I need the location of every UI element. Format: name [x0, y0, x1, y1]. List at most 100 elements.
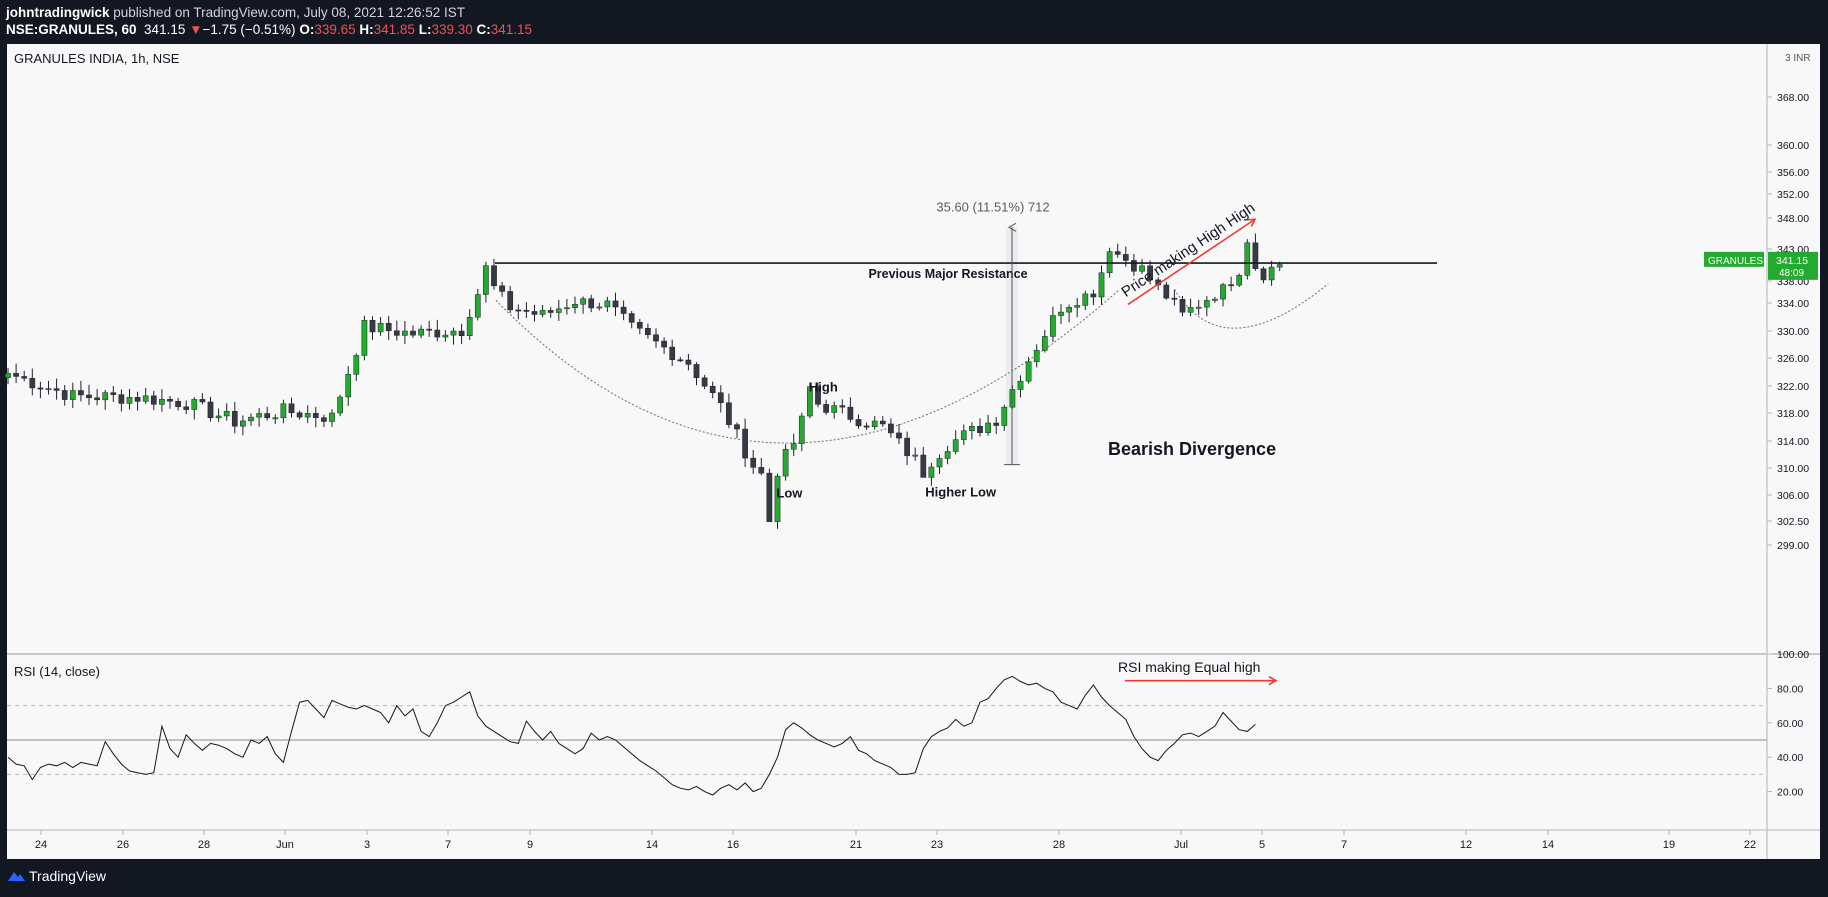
- price-tick-label: 318.00: [1777, 408, 1809, 420]
- symbol-label[interactable]: NSE:GRANULES, 60: [6, 22, 137, 37]
- price-tick-label: 360.00: [1777, 140, 1809, 152]
- candle-body: [1139, 265, 1145, 272]
- candle-body: [928, 466, 935, 478]
- candle-body: [839, 405, 846, 408]
- candle-body: [588, 298, 595, 309]
- candle-body: [969, 426, 975, 432]
- candle-body: [418, 328, 424, 336]
- bearish-divergence-label: Bearish Divergence: [1108, 439, 1276, 459]
- rounding-arc-small: [1173, 283, 1329, 329]
- candle-body: [888, 423, 894, 434]
- symbol-tag-text: GRANULES: [1708, 256, 1763, 267]
- candle-body: [466, 316, 473, 336]
- candle-body: [410, 330, 416, 336]
- time-tick-label: 28: [1053, 839, 1065, 851]
- candle-body: [677, 359, 684, 362]
- last-price: 341.15: [144, 22, 186, 37]
- candle-body: [1090, 293, 1097, 298]
- candle-body: [248, 416, 254, 422]
- candle-body: [126, 397, 133, 404]
- candle-body: [936, 458, 943, 468]
- candle-body: [167, 399, 173, 402]
- candle-body: [734, 424, 740, 430]
- time-tick-label: 3: [364, 839, 370, 851]
- candle-body: [1171, 297, 1178, 300]
- candle-body: [823, 404, 829, 413]
- price-trend-arrow: [1127, 218, 1257, 306]
- candle-body: [29, 377, 36, 389]
- candle-body: [442, 334, 449, 338]
- candle-body: [1001, 406, 1008, 426]
- rounding-arc-large: [495, 288, 1121, 444]
- tradingview-cloud-icon: [8, 872, 25, 881]
- candle-body: [102, 392, 109, 401]
- candle-body: [353, 355, 360, 375]
- higher-low-label: Higher Low: [925, 484, 997, 499]
- price-axis[interactable]: 368.00360.00356.00352.00348.00343.00338.…: [1767, 92, 1809, 552]
- time-tick-label: Jul: [1174, 839, 1188, 851]
- candle-body: [539, 310, 546, 315]
- time-tick-label: 28: [198, 839, 210, 851]
- candle-body: [636, 322, 643, 329]
- publish-text: published on TradingView.com, July 08, 2…: [113, 5, 466, 20]
- price-tag-value: 341.15: [1776, 255, 1808, 267]
- candle-body: [450, 330, 457, 336]
- candle-body: [993, 422, 1000, 426]
- close-label: C:: [476, 22, 491, 37]
- price-scale-label[interactable]: 3 INR: [1785, 53, 1811, 64]
- candle-body: [199, 399, 206, 403]
- candle-body: [1082, 293, 1089, 306]
- candle-body: [555, 308, 562, 313]
- candle-body: [896, 432, 902, 439]
- candle-body: [879, 420, 886, 425]
- high-value: 341.85: [373, 22, 415, 37]
- symbol-tag: [1704, 251, 1764, 267]
- candle-body: [1276, 264, 1283, 268]
- candle-body: [280, 403, 287, 418]
- candle-body: [1195, 306, 1202, 309]
- candle-body: [1220, 284, 1226, 300]
- candle-body: [847, 406, 854, 420]
- candle-body: [110, 392, 117, 395]
- price-tick-label: 302.50: [1777, 516, 1809, 528]
- candle-body: [871, 420, 878, 427]
- price-tick-label: 310.00: [1777, 463, 1809, 475]
- tradingview-logo[interactable]: TradingView: [6, 868, 106, 884]
- candle-body: [653, 334, 659, 342]
- candle-body: [1122, 254, 1129, 261]
- candle-body: [491, 265, 497, 287]
- candle-body: [377, 322, 384, 333]
- price-tick-label: 306.00: [1777, 490, 1809, 502]
- candle-body: [1260, 268, 1267, 281]
- candle-body: [717, 392, 724, 403]
- current-price-label[interactable]: GRANULES 341.15 48:09: [1704, 251, 1818, 280]
- rsi-axis[interactable]: 100.00 80.00 60.00 40.00 20.00: [1767, 649, 1809, 799]
- candle-body: [272, 417, 279, 420]
- candle-body: [863, 425, 870, 428]
- open-label: O:: [299, 22, 315, 37]
- chart-canvas[interactable]: GRANULES INDIA, 1h, NSE 3 INR 368.00360.…: [0, 44, 1828, 859]
- candle-body: [118, 394, 125, 404]
- candle-body: [1066, 307, 1072, 313]
- price-tag: [1768, 251, 1818, 280]
- candle-body: [620, 306, 627, 314]
- time-tick-label: 12: [1460, 839, 1472, 851]
- candle-body: [142, 395, 149, 402]
- candle-body: [53, 388, 60, 391]
- candle-body: [507, 291, 514, 311]
- candle-body: [134, 397, 141, 402]
- candle-body: [37, 387, 44, 390]
- low-label: Low: [776, 485, 803, 500]
- time-axis[interactable]: 24 26 28 Jun 3 7 9 14 16 21 23 28 Jul 5 7 12 14 19 22: [35, 830, 1756, 851]
- candle-body: [434, 329, 441, 338]
- candle-body: [264, 413, 271, 419]
- resistance-label: Previous Major Resistance: [868, 267, 1027, 281]
- candle-body: [628, 313, 635, 323]
- candle-body: [1252, 242, 1259, 269]
- time-tick-label: 14: [1542, 839, 1554, 851]
- candle-body: [920, 454, 927, 478]
- candle-body: [1058, 311, 1064, 316]
- author-name[interactable]: johntradingwick: [6, 5, 110, 20]
- high-label: High: [809, 380, 838, 395]
- rsi-tick-label: 60.00: [1777, 718, 1803, 730]
